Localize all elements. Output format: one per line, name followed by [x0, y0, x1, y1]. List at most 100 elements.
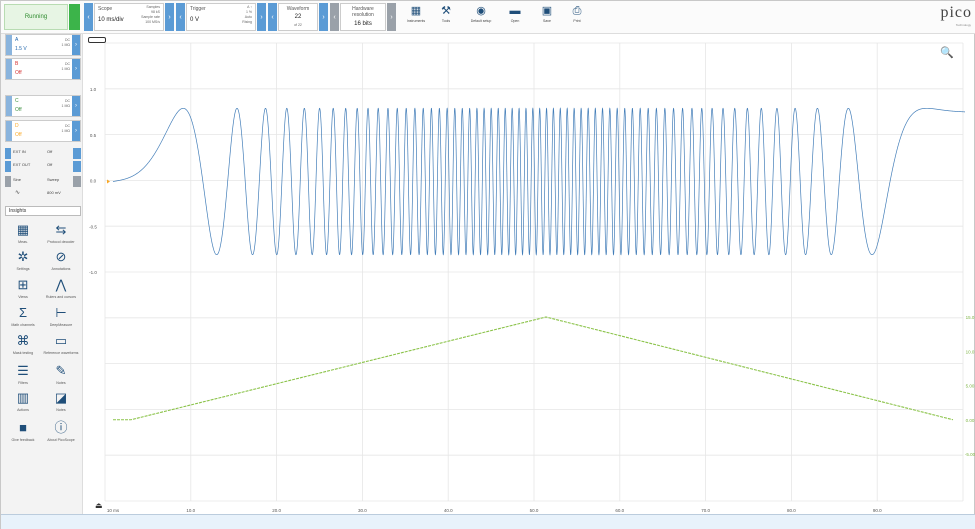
insights-button[interactable]: Insights — [5, 206, 81, 216]
resolution-prev-button[interactable]: ‹ — [330, 3, 339, 31]
channel-c-range: Off — [15, 107, 22, 113]
waveform-chart[interactable]: 10 ms 10.0 20.0 30.0 40.0 50.0 60.0 70.0 80.0 90.… — [83, 34, 975, 514]
tile-actions[interactable]: ▥ Actions — [5, 389, 41, 423]
hardware-resolution[interactable]: Hardware resolution 16 bits — [340, 3, 386, 31]
x-tick-label: 60.0 — [615, 508, 624, 513]
rulers-icon: ⋀ — [55, 277, 67, 292]
channel-c-toggle[interactable] — [6, 96, 12, 116]
tile-mask-testing[interactable]: ⌘ Mask testing — [5, 332, 41, 366]
tile-notes-2[interactable]: ◪ Notes — [43, 389, 79, 423]
tile-rulers[interactable]: ⋀ Rulers and cursors — [43, 276, 79, 310]
tool-tools[interactable]: ⚒ Tools — [432, 4, 460, 32]
waveform-next-button[interactable]: › — [319, 3, 328, 31]
ext-in-row[interactable]: EXT IN Off — [5, 148, 81, 159]
channel-a-expand-button[interactable]: › — [72, 35, 80, 55]
tool-instruments[interactable]: ▦ Instruments — [402, 4, 430, 32]
channel-b-name: B — [15, 61, 19, 67]
signal-generator-row[interactable]: Sine Sweep — [5, 176, 81, 187]
resolution-next-button[interactable]: › — [387, 3, 396, 31]
x-tick-label: 50.0 — [530, 508, 539, 513]
timebase-next-button[interactable]: › — [165, 3, 174, 31]
trigger-mode: Auto — [244, 15, 252, 19]
waveform-prev-button[interactable]: ‹ — [268, 3, 277, 31]
channel-d-expand-button[interactable]: › — [72, 121, 80, 141]
tile-settings[interactable]: ✲ Settings — [5, 248, 41, 282]
channel-c-name: C — [15, 98, 19, 104]
run-stop-button[interactable] — [69, 4, 80, 30]
time-axis-icon: ⏏ — [95, 501, 103, 510]
channel-d-range: Off — [15, 132, 22, 138]
mask-icon: ⌘ — [16, 333, 30, 348]
zoom-icon[interactable]: 🔍 — [940, 47, 954, 59]
y-tick-label: -0.5 — [89, 224, 97, 229]
resolution-value: 16 bits — [354, 21, 372, 27]
tile-measurements[interactable]: ▦ Meas. — [5, 221, 41, 255]
print-icon: ⎙ — [572, 5, 582, 17]
x-tick-label: 70.0 — [701, 508, 710, 513]
channel-d-settings[interactable]: D Off DC 1 MΩ › — [5, 120, 81, 142]
scope-settings[interactable]: Scope 10 ms/div Samples 98 kS Sample rat… — [94, 3, 164, 31]
tile-views[interactable]: ⊞ Views — [5, 276, 41, 310]
tool-print[interactable]: ⎙ Print — [563, 4, 591, 32]
y2-tick-label: 5.00 — [966, 384, 975, 389]
channel-b-coupling: DC 1 MΩ — [61, 62, 70, 71]
trigger-next-button[interactable]: › — [257, 3, 266, 31]
timebase-prev-button[interactable]: ‹ — [84, 3, 93, 31]
reference-icon: ▭ — [54, 333, 68, 348]
channel-b-expand-button[interactable]: › — [72, 59, 80, 79]
tile-reference-waveforms[interactable]: ▭ Reference waveforms — [43, 333, 79, 355]
channel-d-toggle[interactable] — [6, 121, 12, 141]
trigger-source: A ↑ — [247, 5, 252, 9]
tool-default-setup[interactable]: ◉ Default setup — [467, 4, 495, 32]
trigger-pretrigger: 1 % — [245, 10, 252, 14]
samples-label: Samples — [146, 5, 160, 9]
channel-b-settings[interactable]: B Off DC 1 MΩ › — [5, 58, 81, 80]
channel-c-coupling: DC 1 MΩ — [61, 99, 70, 108]
waveform-total: of 22 — [294, 23, 302, 27]
x-tick-label: 10.0 — [186, 508, 195, 513]
deep-measure-icon: ⊢ — [55, 305, 67, 320]
settings-icon: ✲ — [17, 249, 29, 264]
ruler-marker-handle[interactable] — [88, 37, 106, 43]
notes2-icon: ◪ — [54, 390, 68, 405]
signal-generator-amplitude-row[interactable]: ∿ 800 mV — [15, 190, 61, 196]
y2-tick-label: -5.00 — [965, 452, 975, 457]
math-icon: Σ — [18, 305, 28, 320]
toolbar: Running ‹ Scope 10 ms/div Samples 98 kS … — [1, 1, 975, 34]
tile-annotations[interactable]: ⊘ Annotations — [43, 248, 79, 282]
tile-deep-measure[interactable]: ⊢ DeepMeasure — [43, 304, 79, 338]
protocol-icon: ⇆ — [55, 222, 67, 237]
sample-rate-label: Sample rate — [141, 15, 160, 19]
trigger-prev-button[interactable]: ‹ — [176, 3, 185, 31]
tile-filters[interactable]: ☰ Filters — [5, 362, 41, 396]
x-tick-label: 80.0 — [787, 508, 796, 513]
tile-feedback[interactable]: ■ Give feedback — [5, 419, 41, 453]
samples-value: 98 kS — [151, 10, 160, 14]
waveform-counter[interactable]: Waveform 22 of 22 — [278, 3, 318, 31]
tile-about[interactable]: ⓘ About PicoScope — [43, 419, 79, 453]
trigger-settings[interactable]: Trigger 0 V A ↑ 1 % Auto Rising — [186, 3, 256, 31]
ext-out-row[interactable]: EXT OUT Off — [5, 161, 81, 172]
views-icon: ⊞ — [17, 277, 29, 292]
tool-open[interactable]: ▬ Open — [501, 4, 529, 32]
channel-a-settings[interactable]: A 1.5 V DC 1 MΩ › — [5, 34, 81, 56]
channel-b-toggle[interactable] — [6, 59, 12, 79]
channels-icon: ▦ — [410, 5, 422, 17]
actions-icon: ▥ — [16, 390, 30, 405]
timebase-value: 10 ms/div — [98, 17, 124, 23]
x-tick-label: 90.0 — [873, 508, 882, 513]
about-icon: ⓘ — [54, 420, 68, 435]
tile-protocol-decoder[interactable]: ⇆ Protocol decoder — [43, 221, 79, 255]
channel-c-settings[interactable]: C Off DC 1 MΩ › — [5, 95, 81, 117]
channel-c-expand-button[interactable]: › — [72, 96, 80, 116]
x-tick-label: 40.0 — [444, 508, 453, 513]
waveform-label: Waveform — [286, 6, 310, 12]
tile-notes[interactable]: ✎ Notes — [43, 362, 79, 396]
tile-math-channels[interactable]: Σ Math channels — [5, 304, 41, 338]
tool-save[interactable]: ▣ Save — [533, 4, 561, 32]
scope-view[interactable]: 10 ms 10.0 20.0 30.0 40.0 50.0 60.0 70.0 80.0 90.… — [83, 34, 975, 514]
run-status-indicator[interactable]: Running — [4, 4, 68, 30]
channel-a-toggle[interactable] — [6, 35, 12, 55]
x-tick-label: 20.0 — [272, 508, 281, 513]
save-icon: ▣ — [541, 5, 553, 17]
